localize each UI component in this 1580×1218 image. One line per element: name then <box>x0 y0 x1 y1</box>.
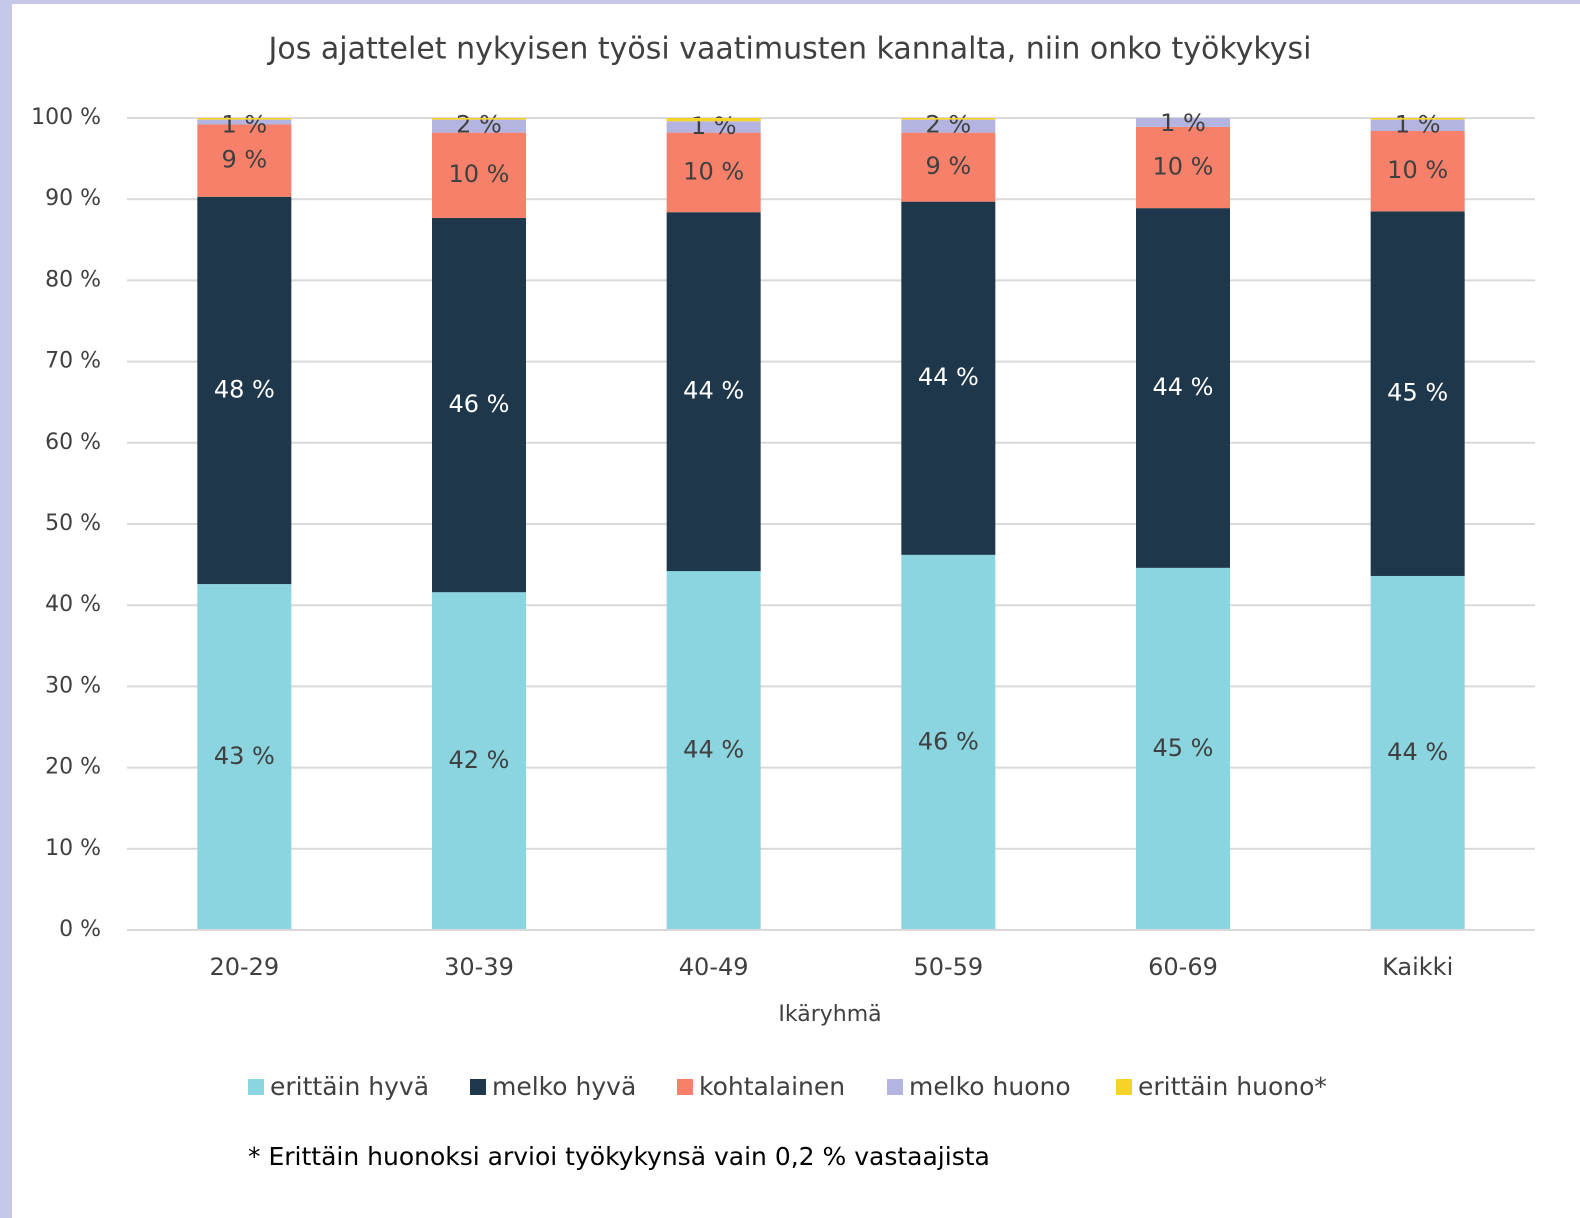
bar-segment <box>666 118 761 122</box>
bar-segment <box>901 201 996 555</box>
data-label: 42 % <box>449 746 510 774</box>
bar-segment <box>197 584 292 930</box>
x-axis-title: Ikäryhmä <box>778 1002 881 1027</box>
bar-segment <box>432 118 526 120</box>
legend-label: erittäin hyvä <box>270 1072 429 1101</box>
legend-swatch <box>248 1079 264 1095</box>
data-label: 2 % <box>925 111 971 139</box>
bar-segment <box>666 121 761 133</box>
bar-segment <box>432 217 526 593</box>
bar-segment <box>197 196 292 585</box>
bar-segment <box>197 118 292 120</box>
bar-segment <box>1136 118 1230 127</box>
y-tick-label: 10 % <box>45 836 101 861</box>
data-label: 44 % <box>683 736 744 764</box>
data-label: 10 % <box>449 160 510 188</box>
bar-segment <box>1370 118 1465 120</box>
bar-segment <box>1370 211 1465 576</box>
data-label: 10 % <box>1153 153 1214 181</box>
y-tick-label: 90 % <box>45 186 101 211</box>
x-tick-label: 20-29 <box>209 953 279 981</box>
y-tick-label: 100 % <box>31 105 101 130</box>
bar-segment <box>666 212 761 572</box>
data-label: 1 % <box>691 112 737 140</box>
data-label: 44 % <box>683 377 744 405</box>
data-label: 44 % <box>1387 738 1448 766</box>
y-tick-label: 20 % <box>45 755 101 780</box>
bar-segment <box>432 592 526 930</box>
bar-segment <box>197 119 292 125</box>
chart-title: Jos ajattelet nykyisen työsi vaatimusten… <box>267 32 1312 67</box>
data-label: 1 % <box>221 111 267 139</box>
x-tick-label: 50-59 <box>913 953 983 981</box>
data-label: 45 % <box>1153 734 1214 762</box>
data-label: 44 % <box>1153 373 1214 401</box>
data-label: 44 % <box>918 363 979 391</box>
legend-label: melko hyvä <box>492 1072 636 1101</box>
x-tick-label: 60-69 <box>1148 953 1218 981</box>
bar-segment <box>666 132 761 213</box>
x-tick-label: 40-49 <box>679 953 749 981</box>
legend-label: kohtalainen <box>699 1072 845 1101</box>
data-label: 2 % <box>456 111 502 139</box>
bar-segment <box>197 124 292 197</box>
bar-segment <box>901 118 996 120</box>
bar-segment <box>1370 575 1465 930</box>
bar-segment <box>1136 208 1230 568</box>
data-label: 10 % <box>683 157 744 185</box>
y-tick-label: 70 % <box>45 349 101 374</box>
legend-label: erittäin huono* <box>1138 1072 1327 1101</box>
bar-segment <box>432 132 526 218</box>
bar-segment <box>1136 567 1230 930</box>
y-tick-label: 40 % <box>45 592 101 617</box>
legend-swatch <box>1116 1079 1132 1095</box>
y-tick-label: 60 % <box>45 430 101 455</box>
y-tick-label: 30 % <box>45 673 101 698</box>
y-tick-label: 80 % <box>45 267 101 292</box>
bar-segment <box>666 571 761 930</box>
bar-segment <box>1136 126 1230 209</box>
data-label: 48 % <box>214 375 275 403</box>
y-tick-label: 0 % <box>59 917 101 942</box>
x-tick-label: 30-39 <box>444 953 514 981</box>
legend-swatch <box>470 1079 486 1095</box>
bar-segment <box>1370 130 1465 212</box>
data-label: 9 % <box>221 146 267 174</box>
data-label: 9 % <box>925 152 971 180</box>
data-label: 1 % <box>1395 111 1441 139</box>
legend-label: melko huono <box>909 1072 1071 1101</box>
legend-swatch <box>677 1079 693 1095</box>
data-label: 43 % <box>214 742 275 770</box>
bar-segment <box>901 132 996 202</box>
data-label: 45 % <box>1387 379 1448 407</box>
bar-segment <box>432 119 526 133</box>
bar-segment <box>901 119 996 133</box>
x-tick-label: Kaikki <box>1382 953 1453 981</box>
data-label: 1 % <box>1160 109 1206 137</box>
legend-swatch <box>887 1079 903 1095</box>
bar-segment <box>1370 119 1465 131</box>
data-label: 46 % <box>449 390 510 418</box>
data-label: 46 % <box>918 727 979 755</box>
data-label: 10 % <box>1387 156 1448 184</box>
bar-segment <box>901 554 996 930</box>
y-tick-label: 50 % <box>45 511 101 536</box>
footnote: * Erittäin huonoksi arvioi työkykynsä va… <box>248 1142 990 1171</box>
